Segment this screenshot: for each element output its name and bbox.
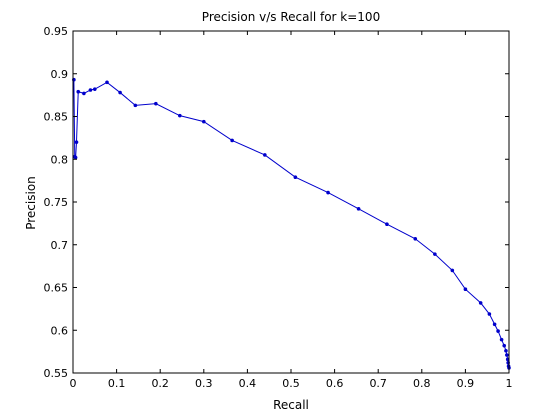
y-tick-label: 0.9 (51, 68, 69, 81)
data-point (178, 113, 182, 118)
data-point (502, 343, 507, 348)
y-tick-label: 0.95 (44, 25, 69, 38)
data-point (499, 337, 504, 342)
y-tick-label: 0.7 (51, 239, 69, 252)
y-tick-label: 0.55 (44, 367, 69, 380)
data-point (326, 190, 330, 195)
data-point (230, 138, 234, 143)
data-point (433, 252, 437, 256)
x-tick-label: 0.4 (239, 377, 257, 390)
tick-layer: 0 0.1 0.2 0.3 0.4 0.5 0.6 0.7 0.8 0.9 1 0.55 0.6 0.65… (44, 25, 513, 390)
data-point (263, 153, 267, 157)
data-point (293, 175, 298, 180)
series-layer (72, 77, 511, 370)
data-point (73, 155, 78, 160)
data-point (385, 222, 389, 227)
data-point (105, 80, 109, 85)
data-point (487, 312, 492, 316)
data-point (118, 90, 122, 95)
y-tick-label: 0.65 (44, 282, 69, 295)
x-tick-label: 0.7 (369, 377, 387, 390)
x-tick-label: 0.5 (282, 377, 300, 390)
data-point (478, 301, 483, 305)
y-tick-label: 0.8 (51, 153, 69, 166)
data-point (356, 207, 361, 211)
x-tick-label: 0.9 (457, 377, 475, 390)
data-point (76, 89, 81, 94)
x-tick-label: 0.6 (326, 377, 344, 390)
x-tick-label: 1 (506, 377, 513, 390)
data-point (88, 88, 93, 92)
y-axis-label: Precision (24, 176, 38, 230)
y-tick-label: 0.85 (44, 111, 69, 124)
data-point (74, 140, 79, 144)
data-point (93, 87, 97, 91)
x-tick-label: 0.3 (195, 377, 213, 390)
data-point (202, 119, 206, 124)
x-axis-label: Recall (273, 398, 309, 412)
x-tick-label: 0.2 (151, 377, 169, 390)
data-point (492, 322, 497, 327)
data-point (450, 268, 455, 273)
plot-area (73, 31, 509, 373)
data-point (496, 329, 500, 333)
data-point (505, 353, 509, 357)
x-tick-label: 0 (70, 377, 77, 390)
data-point (463, 287, 468, 292)
y-tick-label: 0.6 (51, 324, 69, 337)
data-point (133, 103, 138, 108)
x-tick-label: 0.1 (108, 377, 126, 390)
data-point (154, 101, 158, 106)
data-point (82, 91, 86, 96)
data-point (413, 236, 418, 241)
data-point (504, 348, 508, 353)
chart-title: Precision v/s Recall for k=100 (202, 10, 380, 24)
y-tick-label: 0.75 (44, 196, 69, 209)
x-tick-label: 0.8 (413, 377, 431, 390)
